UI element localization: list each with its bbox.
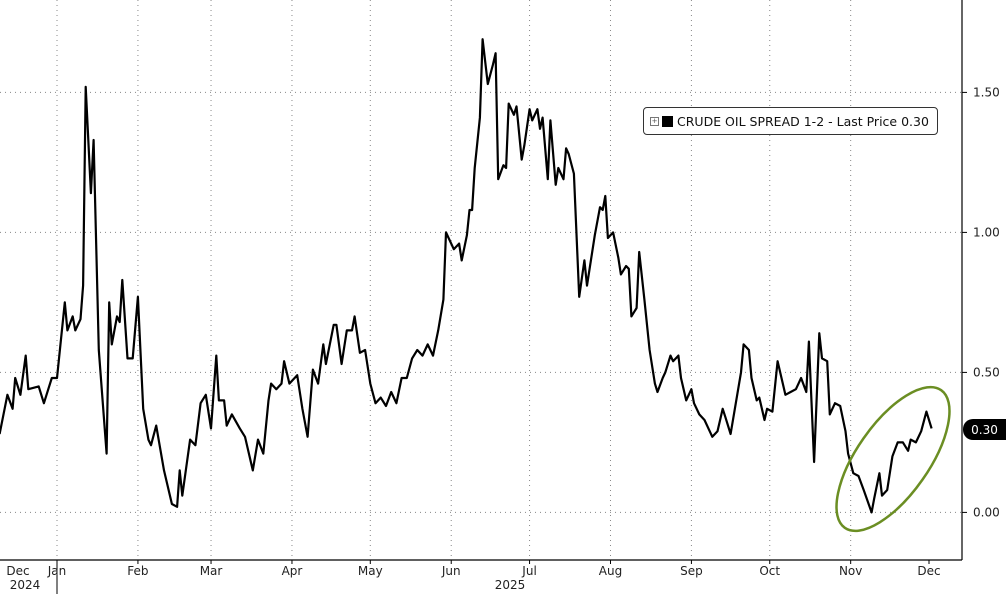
- x-tick-label: Dec: [6, 564, 29, 578]
- y-tick-label: 0.50: [973, 365, 1000, 379]
- y-tick-label: 1.00: [973, 225, 1000, 239]
- x-axis-labels: Dec Jan Feb Mar Apr May Jun Jul Aug Sep Oct Nov Dec2…: [6, 564, 940, 592]
- x-tick-label: Sep: [680, 564, 703, 578]
- y-tick-label: 1.50: [973, 85, 1000, 99]
- x-tick-label: Feb: [127, 564, 148, 578]
- last-price-value: 0.30: [971, 422, 998, 437]
- highlight-ellipse-annotation: [835, 385, 951, 533]
- x-tick-label: Jun: [441, 564, 461, 578]
- last-price-badge: 0.30: [963, 419, 1006, 440]
- x-tick-label: Mar: [200, 564, 223, 578]
- y-tick-label: 0.00: [973, 505, 1000, 519]
- axes: [0, 0, 967, 594]
- x-tick-label: Jan: [47, 564, 67, 578]
- y-axis-labels: 0.00 0.50 1.00 1.50: [973, 85, 1000, 519]
- x-tick-label: Oct: [759, 564, 780, 578]
- series-line-crude-oil-spread: [0, 38, 933, 514]
- x-tick-label: May: [358, 564, 383, 578]
- year-label: 2025: [495, 578, 526, 592]
- legend[interactable]: + CRUDE OIL SPREAD 1-2 - Last Price 0.30: [643, 107, 938, 135]
- x-tick-label: Aug: [599, 564, 622, 578]
- x-tick-label: Dec: [917, 564, 940, 578]
- x-tick-label: Jul: [521, 564, 536, 578]
- legend-label: CRUDE OIL SPREAD 1-2 - Last Price 0.30: [677, 113, 929, 129]
- plus-box-icon[interactable]: +: [650, 116, 659, 126]
- year-label: 2024: [10, 578, 41, 592]
- x-tick-label: Apr: [282, 564, 303, 578]
- x-tick-label: Nov: [839, 564, 862, 578]
- legend-swatch: [662, 115, 673, 127]
